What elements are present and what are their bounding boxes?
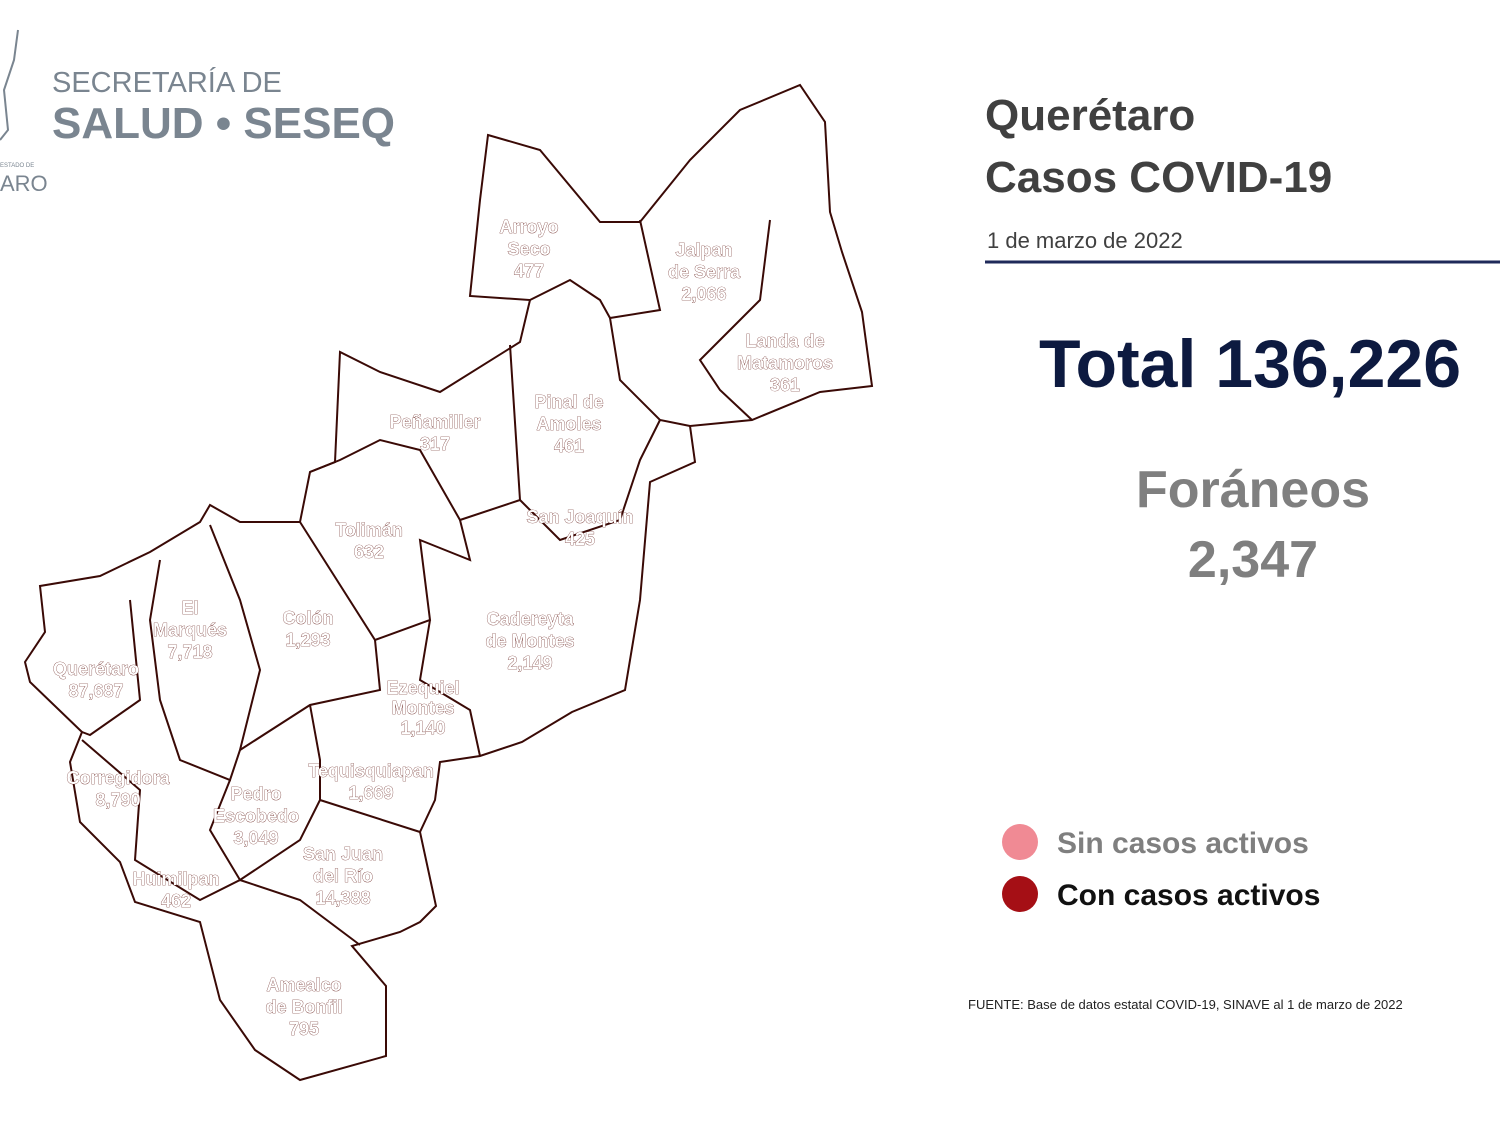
municipality-name: Landa de [745, 331, 824, 351]
municipality-cases: 1,293 [285, 630, 330, 650]
municipality-name: Tolimán [335, 520, 403, 540]
logo-state: ARO [0, 171, 48, 196]
municipality-name: Montes [392, 698, 455, 718]
municipal-border [309, 344, 522, 522]
municipal-border [299, 519, 472, 642]
title-line2: Casos COVID-19 [985, 153, 1332, 202]
municipality-cases: 477 [514, 261, 544, 281]
municipality-name: Colón [283, 608, 334, 628]
municipality-name: de Serra [668, 262, 741, 282]
municipal-border [519, 419, 661, 542]
municipal-border [529, 219, 662, 320]
municipality-cases: 1,669 [348, 783, 393, 803]
municipality-name: Cadereyta [486, 609, 574, 629]
municipality-name: Pedro [230, 784, 281, 804]
municipality-cases: 317 [420, 434, 450, 454]
municipality-name: Peñamiller [389, 412, 480, 432]
municipality-cases: 2,149 [507, 653, 552, 673]
date: 1 de marzo de 2022 [987, 228, 1183, 253]
municipality-name: Seco [507, 239, 550, 259]
legend-label: Con casos activos [1057, 879, 1320, 912]
municipality-cases: 632 [354, 542, 384, 562]
municipality-cases: 361 [770, 375, 800, 395]
municipality-cases: 2,066 [681, 284, 726, 304]
municipal-border [698, 219, 771, 421]
municipal-border [81, 739, 361, 946]
municipality-cases: 462 [161, 891, 191, 911]
municipality-name: Querétaro [53, 659, 139, 679]
title-line1: Querétaro [985, 91, 1195, 140]
municipality-name: Tequisquiapan [308, 761, 434, 781]
state-outline [23, 83, 874, 1082]
logo-line1: SECRETARÍA DE [52, 66, 282, 99]
legend-swatch [1002, 876, 1038, 912]
municipal-border [418, 619, 481, 757]
foraneos-value: 2,347 [1188, 531, 1318, 589]
municipality-cases: 8,790 [95, 790, 140, 810]
municipality-name: Marqués [153, 620, 227, 640]
municipality-name: Escobedo [213, 806, 299, 826]
municipality-name: Amealco [266, 975, 341, 995]
municipality-cases: 7,718 [167, 642, 212, 662]
municipality-name: Arroyo [499, 217, 558, 237]
municipality-cases: 461 [554, 436, 584, 456]
municipality-cases: 425 [565, 529, 595, 549]
municipality-cases: 14,388 [315, 888, 370, 908]
legend-swatch [1002, 824, 1038, 860]
municipal-border [81, 599, 142, 737]
municipality-cases: 795 [289, 1019, 319, 1039]
legend: Sin casos activos Con casos activos [1002, 824, 1320, 912]
logo-emblem [0, 29, 19, 141]
total: Total 136,226 [1039, 326, 1461, 402]
municipality-cases: 3,049 [233, 828, 278, 848]
legend-label: Sin casos activos [1057, 827, 1309, 860]
municipality-name: El [181, 598, 198, 618]
municipality-cases: 1,140 [400, 718, 445, 738]
municipality-name: Pinal de [534, 392, 603, 412]
municipality-name: del Río [313, 866, 373, 886]
municipality-name: Ezequiel [386, 678, 459, 698]
municipality-name: Jalpan [675, 240, 732, 260]
municipality-name: Corregidora [66, 768, 170, 788]
logo-caption: ESTADO DE [0, 163, 34, 169]
municipality-name: de Bonfil [266, 997, 343, 1017]
source: FUENTE: Base de datos estatal COVID-19, … [968, 997, 1403, 1012]
municipality-name: Amoles [536, 414, 601, 434]
municipality-name: de Montes [485, 631, 574, 651]
municipal-border [208, 704, 321, 882]
logo-line2: SALUD • SESEQ [52, 99, 395, 148]
municipality-name: Huimilpan [132, 869, 219, 889]
foraneos-label: Foráneos [1136, 461, 1370, 519]
municipal-border [319, 799, 421, 833]
municipality-name: Matamoros [737, 353, 833, 373]
municipal-border [609, 317, 691, 427]
municipality-name: San Juan [303, 844, 383, 864]
municipality-cases: 87,687 [68, 681, 123, 701]
municipality-name: San Joaquín [526, 507, 633, 527]
municipal-border [239, 639, 382, 751]
